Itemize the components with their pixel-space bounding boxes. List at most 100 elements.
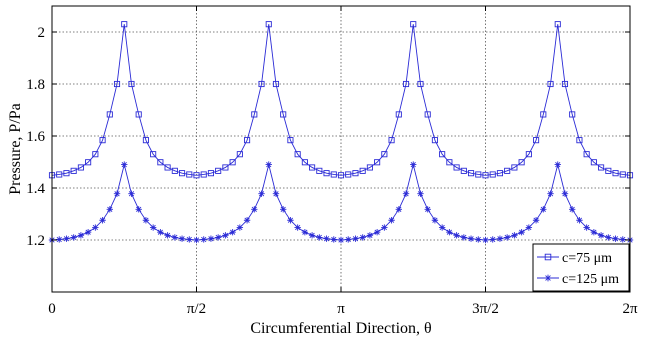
data-point <box>439 151 446 158</box>
data-point <box>446 229 453 236</box>
data-point <box>496 235 504 242</box>
x-tick-label: π <box>337 301 345 317</box>
data-point <box>70 234 77 241</box>
data-point <box>186 236 193 243</box>
data-point <box>99 137 106 144</box>
data-point <box>323 170 330 177</box>
data-point <box>157 229 164 236</box>
data-point <box>236 224 244 231</box>
data-point <box>330 236 337 243</box>
data-point <box>381 224 388 231</box>
data-point <box>200 236 207 243</box>
data-point <box>258 80 265 88</box>
data-point <box>287 217 294 224</box>
series-1 <box>48 21 634 179</box>
data-point <box>590 229 598 236</box>
data-point <box>135 111 142 118</box>
data-point <box>106 111 113 118</box>
data-point <box>395 206 402 213</box>
y-tick-label: 2 <box>38 25 46 41</box>
data-point <box>345 171 352 178</box>
data-point <box>99 217 106 224</box>
data-point <box>280 206 287 213</box>
data-point <box>63 170 70 177</box>
data-point <box>63 235 70 242</box>
data-point <box>316 167 323 174</box>
data-point <box>605 167 612 174</box>
data-point <box>504 167 511 174</box>
data-point <box>345 236 352 243</box>
data-point <box>482 236 489 244</box>
data-point <box>431 137 438 144</box>
data-point <box>164 232 171 239</box>
data-point <box>178 170 186 177</box>
data-point <box>157 159 164 166</box>
data-point <box>222 232 229 239</box>
data-point <box>222 164 229 171</box>
data-point <box>280 111 287 118</box>
data-point <box>229 229 236 236</box>
data-point <box>149 224 157 231</box>
data-point <box>70 167 77 174</box>
data-point <box>619 171 626 178</box>
data-point <box>482 172 489 179</box>
data-point <box>467 235 475 242</box>
grid-lines <box>52 6 630 292</box>
series-2 <box>48 161 634 244</box>
data-point <box>193 172 200 179</box>
data-point <box>337 172 345 179</box>
data-point <box>590 159 597 166</box>
data-point <box>200 171 207 178</box>
data-point <box>265 161 272 168</box>
data-point <box>106 206 113 213</box>
data-point <box>612 170 619 177</box>
axis-ticks: 0 π/2 π 3π/2 2π 1.2 1.4 1.6 1.8 2 <box>26 6 638 317</box>
data-point <box>186 171 193 178</box>
data-point <box>540 206 547 213</box>
data-point <box>583 151 590 158</box>
data-point <box>316 234 323 241</box>
data-point <box>532 217 540 224</box>
x-axis-title: Circumferential Direction, θ <box>250 320 431 337</box>
y-tick-label: 1.6 <box>26 129 45 145</box>
data-point <box>554 21 561 28</box>
data-point <box>525 151 532 158</box>
data-point <box>503 234 511 241</box>
data-point <box>605 234 612 241</box>
y-tick-label: 1.4 <box>26 181 45 197</box>
data-point <box>547 190 554 197</box>
data-point <box>164 164 171 171</box>
data-point <box>489 171 496 178</box>
data-point <box>576 137 583 144</box>
data-point <box>272 80 280 88</box>
data-point <box>265 21 272 28</box>
series-group <box>48 21 634 244</box>
x-tick-label: 0 <box>48 301 56 317</box>
data-point <box>561 80 569 88</box>
data-point <box>402 80 410 88</box>
x-tick-label: 2π <box>622 301 638 317</box>
x-tick-label: 3π/2 <box>472 301 499 317</box>
legend: c=75 μm c=125 μm <box>532 243 630 292</box>
data-point <box>489 236 496 243</box>
legend-marker <box>544 274 552 282</box>
data-point <box>77 232 85 239</box>
data-point <box>569 111 576 118</box>
data-point <box>576 217 583 224</box>
data-point <box>410 21 417 28</box>
data-point <box>381 151 388 158</box>
data-point <box>518 229 525 236</box>
data-point <box>309 164 316 171</box>
data-point <box>308 232 316 239</box>
data-point <box>431 217 439 224</box>
data-point <box>193 236 200 244</box>
data-point <box>583 224 590 231</box>
y-tick-label: 1.8 <box>26 77 45 93</box>
data-point <box>366 164 373 171</box>
data-point <box>85 159 92 166</box>
data-point <box>540 111 547 118</box>
data-point <box>258 190 265 197</box>
data-point <box>121 21 128 28</box>
